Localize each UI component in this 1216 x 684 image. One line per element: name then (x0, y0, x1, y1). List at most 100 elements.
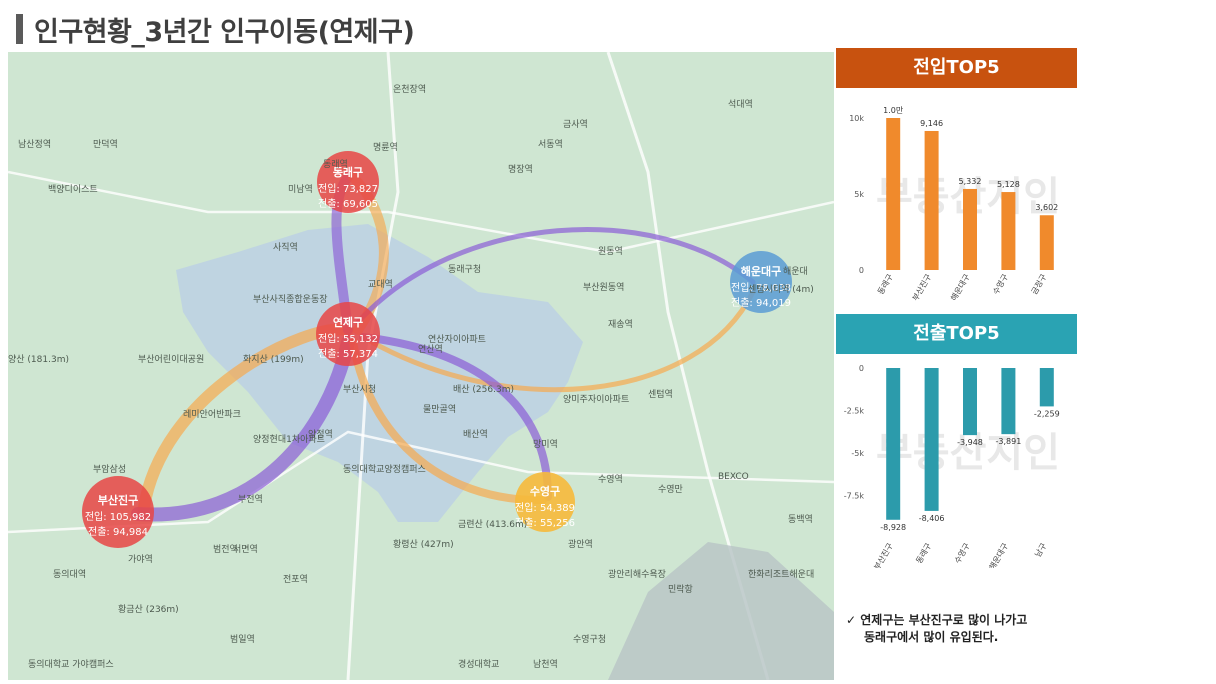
data-label: -8,406 (919, 514, 945, 523)
map-place-label: 황령산 (427m) (393, 540, 454, 550)
road (8, 170, 834, 254)
map-place-label: 부산사직종합운동장 (253, 295, 328, 305)
map-place-label: 수영역 (598, 475, 623, 485)
outflow-top5-header: 전출TOP5 (836, 314, 1077, 354)
data-label: -8,928 (880, 523, 906, 532)
bubble-name: 동래구 (332, 166, 364, 179)
y-tick-label: -7.5k (844, 492, 865, 501)
map-place-label: 원동역 (598, 247, 623, 257)
map-place-label: 광안리해수욕장 (608, 570, 666, 580)
bubble-outflow: 전출: 94,984 (88, 527, 148, 538)
map-place-label: 범전역 (213, 545, 238, 555)
page-title: 인구현황_3년간 인구이동(연제구) (34, 17, 415, 48)
map-place-label: 동의대학교양정캠퍼스 (343, 465, 426, 475)
data-label: 9,146 (920, 119, 943, 128)
bubble-outflow: 전출: 57,374 (318, 349, 378, 360)
map-place-label: 명장역 (508, 165, 533, 175)
flow-yeonje-suyeong (359, 333, 552, 501)
map-place-label: 연산자이아파트 (428, 335, 486, 345)
inflow-top5-header: 전입TOP5 (836, 48, 1077, 88)
map-place-label: 부전역 (238, 495, 263, 505)
check-icon: ✓ (846, 613, 857, 627)
bubble-inflow: 전입: 105,982 (84, 512, 152, 523)
bar (924, 130, 939, 270)
map-place-label: 연산역 (418, 345, 443, 355)
y-tick-label: 10k (849, 114, 864, 123)
map-place-label: 경성대학교 (458, 660, 500, 670)
map-place-label: 서동역 (538, 140, 563, 150)
bubble-inflow: 전입: 73,827 (318, 184, 378, 195)
x-tick-label: 수영구 (990, 272, 1010, 296)
map-place-label: BEXCO (718, 472, 749, 482)
map-place-label: 한화리조트해운대 (748, 570, 815, 580)
x-tick-label: 부산진구 (872, 541, 895, 568)
bar (1039, 368, 1054, 407)
map-place-label: 양산 (181.3m) (8, 355, 69, 365)
map-graphics (8, 52, 834, 680)
bar (924, 368, 939, 511)
bubble-suyeong (515, 472, 575, 532)
watermark: 부동산지인 (876, 430, 1060, 476)
bubble-inflow: 전입: 54,389 (515, 503, 575, 514)
migration-map: 동래구 전입: 73,827 전출: 69,605 연제구 전입: 55,132… (8, 52, 834, 680)
bubble-label-yeonje: 연제구 전입: 55,132 전출: 57,374 (307, 314, 389, 360)
map-place-label: 양정역 (308, 430, 333, 440)
data-label: 5,128 (997, 180, 1020, 189)
bubble-outflow: 전출: 94,019 (731, 298, 791, 309)
map-place-label: 재송역 (608, 320, 633, 330)
map-place-label: 부산시청 (343, 385, 377, 395)
bubble-name: 부산진구 (97, 494, 139, 507)
x-tick-label: 남구 (1033, 542, 1048, 559)
map-place-label: 동래역 (323, 160, 348, 170)
map-place-label: 센텀역 (648, 390, 673, 400)
outflow-chart-area: 부동산지인 0 -2.5k -5k -7.5k -8,928 부산진구 -8,406 동래구 -… (836, 356, 1077, 572)
bubble-haeundae (730, 251, 792, 313)
map-place-label: 부산어린이대공원 (138, 355, 205, 365)
map-place-label: 양정현대1차아파트 (253, 435, 325, 445)
flow-suyeong-yeonje (349, 338, 547, 505)
bubble-yeonje (316, 302, 380, 366)
map-place-label: 남산정역 (18, 140, 52, 150)
map-place-label: 화지산 (199m) (243, 355, 304, 365)
map-place-label: 동백역 (788, 515, 813, 525)
map-place-label: 배산 (256.3m) (453, 385, 514, 395)
x-tick-label: 해운대구 (948, 272, 971, 303)
inflow-chart-area: 부동산지인 10k5k01.0만동래구9,146부산진구5,332해운대구5,1… (836, 90, 1077, 305)
y-tick-label: 0 (859, 266, 864, 275)
road (606, 52, 770, 680)
map-place-label: 동래구청 (448, 265, 482, 275)
bubble-name: 해운대구 (740, 265, 782, 278)
note-line-2: 동래구에서 많이 유입된다. (864, 630, 999, 644)
map-place-label: 서면역 (233, 545, 258, 555)
data-label: -2,259 (1034, 409, 1060, 418)
map-place-label: 배산역 (463, 430, 488, 440)
bar (1001, 368, 1016, 435)
map-place-label: 부암삼성 (93, 465, 127, 475)
title-accent-bar (16, 14, 23, 44)
data-label: 5,332 (959, 177, 982, 186)
map-place-label: 온천장역 (393, 85, 427, 95)
map-place-label: 석대역 (728, 100, 753, 110)
y-tick-label: -5k (851, 449, 864, 458)
flow-haeundae-yeonje (360, 289, 756, 393)
x-tick-label: 수영구 (952, 541, 972, 565)
bubble-name: 수영구 (529, 485, 561, 498)
yeonje-district-area (176, 224, 583, 522)
bubble-outflow: 전출: 55,256 (515, 518, 575, 529)
x-tick-label: 해운대구 (987, 541, 1010, 568)
map-place-label: 민락항 (668, 585, 693, 595)
map-place-label: 부산원동역 (583, 283, 625, 293)
bubble-label-haeundae: 해운대구 전입: 78,038 전출: 94,019 (720, 263, 802, 309)
bubble-label-suyeong: 수영구 전입: 54,389 전출: 55,256 (504, 483, 586, 529)
y-tick-label: 5k (854, 190, 864, 199)
bar (1001, 192, 1016, 270)
map-place-label: 금사역 (563, 120, 588, 130)
map-place-label: 만덕역 (93, 140, 118, 150)
data-label: 3,602 (1035, 203, 1058, 212)
bar (1039, 215, 1054, 270)
bubble-label-dongnae: 동래구 전입: 73,827 전출: 69,605 (307, 164, 389, 210)
x-tick-label: 금정구 (1029, 272, 1049, 296)
map-place-label: 남천역 (533, 660, 558, 670)
y-tick-label: 0 (859, 364, 864, 373)
outflow-chart: 부동산지인 0 -2.5k -5k -7.5k -8,928 부산진구 -8,406 동래구 -… (844, 364, 1060, 572)
